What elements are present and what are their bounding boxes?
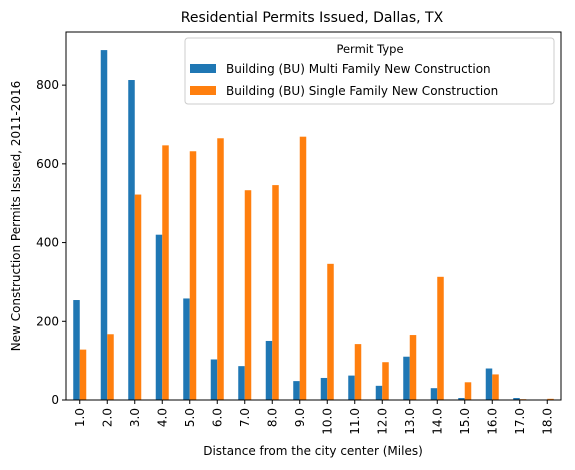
- x-tick-label: 13.0: [403, 408, 417, 435]
- x-tick-label: 15.0: [458, 408, 472, 435]
- bar-multi-family-6.0: [210, 359, 218, 400]
- chart-title: Residential Permits Issued, Dallas, TX: [181, 10, 444, 26]
- plot-frame: [65, 31, 562, 401]
- x-tick-label: 14.0: [430, 408, 444, 435]
- y-tick-label: 600: [36, 157, 59, 171]
- bar-multi-family-5.0: [183, 298, 190, 400]
- y-axis-label: New Construction Permits Issued, 2011-20…: [9, 81, 23, 352]
- y-tick-label: 800: [36, 78, 59, 92]
- x-tick-label: 16.0: [485, 408, 499, 435]
- bar-multi-family-2.0: [100, 50, 108, 400]
- x-tick-label: 4.0: [155, 408, 169, 427]
- bar-multi-family-1.0: [73, 300, 80, 400]
- bar-single-family-5.0: [189, 151, 197, 400]
- y-axis: 0 200 400 600 800: [36, 78, 66, 407]
- x-tick-label: 11.0: [348, 408, 362, 435]
- bar-single-family-4.0: [162, 145, 169, 400]
- y-tick-label: 400: [36, 236, 59, 250]
- bar-single-family-15.0: [464, 382, 472, 400]
- bar-multi-family-9.0: [293, 381, 300, 400]
- x-tick-label: 10.0: [320, 408, 334, 435]
- legend-label-single-family: Building (BU) Single Family New Construc…: [226, 84, 498, 98]
- legend-swatch-multi-family: [190, 64, 216, 73]
- bar-multi-family-16.0: [485, 368, 493, 400]
- x-tick-label: 12.0: [375, 408, 389, 435]
- x-tick-label: 17.0: [513, 408, 527, 435]
- x-tick-label: 8.0: [265, 408, 279, 427]
- y-tick-label: 200: [36, 314, 59, 328]
- bar-single-family-13.0: [409, 335, 417, 400]
- bar-multi-family-3.0: [128, 80, 135, 401]
- legend-box: [184, 37, 555, 105]
- x-tick-label: 7.0: [238, 408, 252, 427]
- bar-multi-family-17.0: [513, 398, 520, 400]
- bar-single-family-2.0: [107, 334, 114, 400]
- bar-single-family-18.0: [547, 398, 554, 400]
- bar-multi-family-13.0: [403, 356, 410, 400]
- x-axis-label: Distance from the city center (Miles): [203, 444, 423, 458]
- x-tick-label: 2.0: [100, 408, 114, 427]
- bar-single-family-1.0: [79, 349, 87, 400]
- bar-single-family-7.0: [244, 190, 252, 400]
- bars-layer: [73, 50, 554, 401]
- x-tick-label: 5.0: [183, 408, 197, 427]
- x-tick-label: 6.0: [210, 408, 224, 427]
- y-tick-label: 0: [51, 393, 59, 407]
- bar-single-family-16.0: [492, 374, 499, 400]
- x-tick-label: 18.0: [540, 408, 554, 435]
- bar-multi-family-8.0: [265, 340, 273, 400]
- bar-single-family-12.0: [382, 362, 389, 400]
- legend-title: Permit Type: [336, 42, 403, 56]
- bar-single-family-10.0: [327, 263, 334, 400]
- bar-single-family-11.0: [354, 344, 362, 400]
- legend: Permit Type Building (BU) Multi Family N…: [184, 37, 555, 105]
- x-tick-label: 9.0: [293, 408, 307, 427]
- bar-multi-family-10.0: [320, 377, 328, 400]
- bar-single-family-8.0: [272, 185, 279, 400]
- bar-single-family-9.0: [299, 136, 307, 400]
- bar-multi-family-7.0: [238, 366, 245, 400]
- bar-multi-family-11.0: [348, 375, 355, 400]
- bar-single-family-14.0: [437, 276, 444, 400]
- bar-single-family-3.0: [134, 194, 142, 400]
- bar-single-family-6.0: [217, 138, 224, 400]
- bar-multi-family-14.0: [430, 388, 438, 400]
- bar-multi-family-4.0: [155, 234, 163, 400]
- legend-swatch-single-family: [190, 86, 216, 95]
- x-axis: 1.0 2.0 3.0 4.0 5.0 6.0 7.0 8.0 9.0 10.0 11.0 12.0 1…: [73, 400, 554, 435]
- bar-multi-family-15.0: [458, 398, 465, 400]
- x-tick-label: 3.0: [128, 408, 142, 427]
- legend-label-multi-family: Building (BU) Multi Family New Construct…: [226, 62, 491, 76]
- x-tick-label: 1.0: [73, 408, 87, 427]
- bar-multi-family-12.0: [375, 385, 383, 400]
